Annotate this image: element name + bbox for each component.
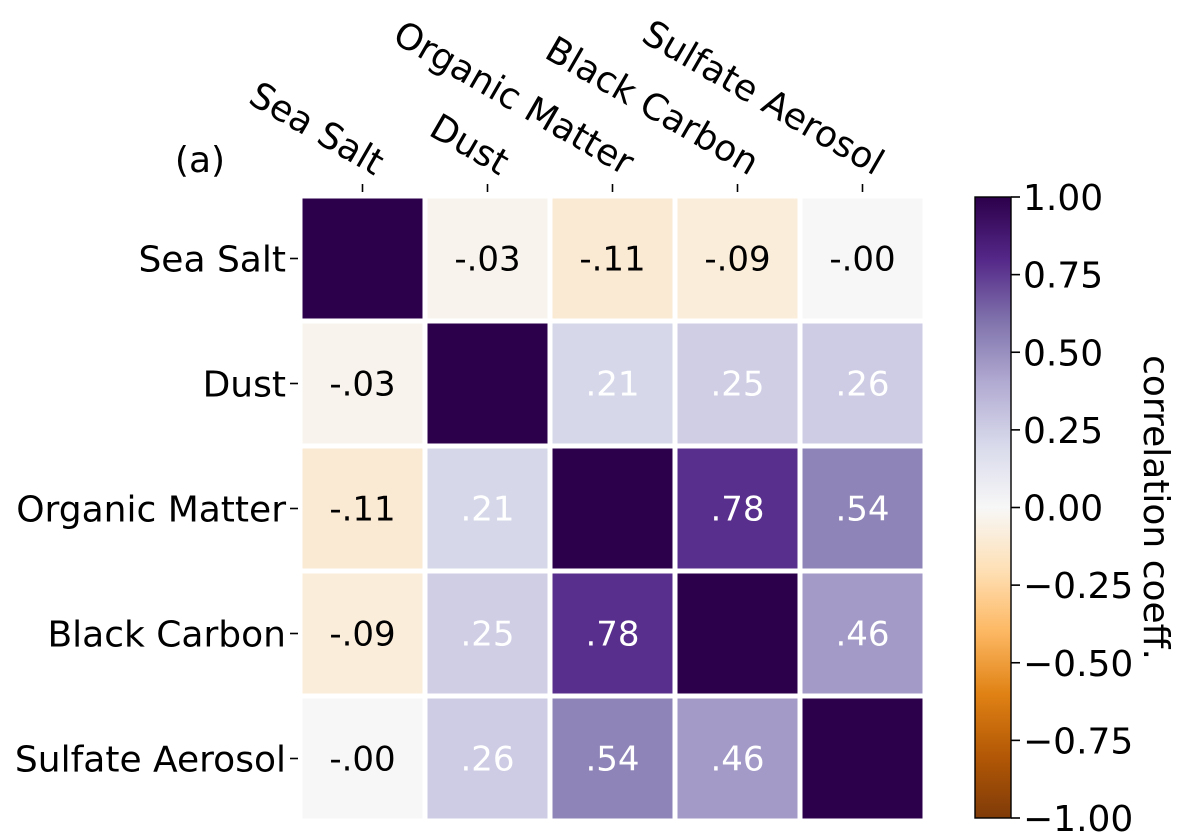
panel-label: (a): [175, 140, 225, 181]
colorbar-tick-label: 1.00: [1023, 178, 1103, 219]
heatmap-cell: [802, 323, 923, 444]
cell-value-label: .54: [835, 490, 889, 530]
colorbar-tick-label: 0.75: [1023, 256, 1103, 297]
cell-value-label: .46: [710, 740, 764, 780]
heatmap-cell: [802, 448, 923, 569]
heatmap-cell: [677, 573, 798, 694]
cell-value-label: -.03: [329, 365, 395, 405]
heatmap-cell: [302, 323, 423, 444]
heatmap-cell: [677, 698, 798, 819]
colorbar: 1.00 0.75 0.50 0.25 0.00 −0.25 −0.50 −0.75 −1.00…: [974, 178, 1176, 839]
cell-value-label: -.00: [329, 740, 395, 780]
cell-value-label: -.00: [829, 240, 895, 280]
row-label: Dust: [203, 365, 286, 406]
cell-value-label: .25: [710, 365, 764, 405]
colorbar-tick-label: −0.50: [1023, 644, 1133, 685]
row-label: Sea Salt: [138, 240, 286, 281]
cell-value-label: -.09: [704, 240, 770, 280]
heatmap-cell: [552, 448, 673, 569]
heatmap-cell: [552, 573, 673, 694]
colorbar-tick-label: 0.25: [1023, 411, 1103, 452]
colorbar-label: correlation coeff.: [1135, 355, 1176, 660]
heatmap-cell: [427, 448, 548, 569]
cell-value-label: -.11: [579, 240, 645, 280]
heatmap-cell: [302, 698, 423, 819]
colorbar-tick-label: 0.00: [1023, 489, 1103, 530]
row-label: Black Carbon: [47, 615, 286, 656]
heatmap-cell: [302, 573, 423, 694]
heatmap-cell: [677, 448, 798, 569]
heatmap-cell: [302, 198, 423, 319]
heatmap-cells: -.03 -.11 -.09 -.00 -.03 .21 .25 .26 -.11 .21 .78.…: [302, 198, 923, 819]
row-label: Sulfate Aerosol: [15, 740, 286, 781]
cell-value-label: -.03: [454, 240, 520, 280]
cell-value-label: .26: [835, 365, 889, 405]
colorbar-tick-label: −0.25: [1023, 566, 1133, 607]
cell-value-label: .54: [585, 740, 639, 780]
colorbar-tick-label: 0.50: [1023, 333, 1103, 374]
heatmap-cell: [802, 198, 923, 319]
colorbar-gradient: [974, 196, 1012, 819]
cell-value-label: .78: [710, 490, 764, 530]
cell-value-label: -.09: [329, 615, 395, 655]
cell-value-label: .46: [835, 615, 889, 655]
cell-value-label: .21: [460, 490, 514, 530]
heatmap-cell: [427, 573, 548, 694]
heatmap-cell: [427, 323, 548, 444]
heatmap-cell: [802, 698, 923, 819]
column-label: Sea Salt: [242, 75, 390, 184]
heatmap-cell: [552, 198, 673, 319]
cell-value-label: .21: [585, 365, 639, 405]
colorbar-tick-label: −0.75: [1023, 721, 1133, 762]
heatmap-cell: [552, 323, 673, 444]
heatmap-cell: [802, 573, 923, 694]
cell-value-label: .26: [460, 740, 514, 780]
heatmap-cell: [427, 698, 548, 819]
cell-value-label: .25: [460, 615, 514, 655]
heatmap-cell: [677, 198, 798, 319]
colorbar-tick-label: −1.00: [1023, 799, 1133, 839]
heatmap-cell: [302, 448, 423, 569]
cell-value-label: -.11: [329, 490, 395, 530]
row-labels: Sea Salt Dust Organic Matter Black Carbon Su…: [15, 240, 298, 781]
cell-value-label: .78: [585, 615, 639, 655]
heatmap-cell: [427, 198, 548, 319]
heatmap-cell: [677, 323, 798, 444]
column-label: Dust: [423, 107, 516, 184]
row-label: Organic Matter: [16, 490, 286, 531]
heatmap-cell: [552, 698, 673, 819]
